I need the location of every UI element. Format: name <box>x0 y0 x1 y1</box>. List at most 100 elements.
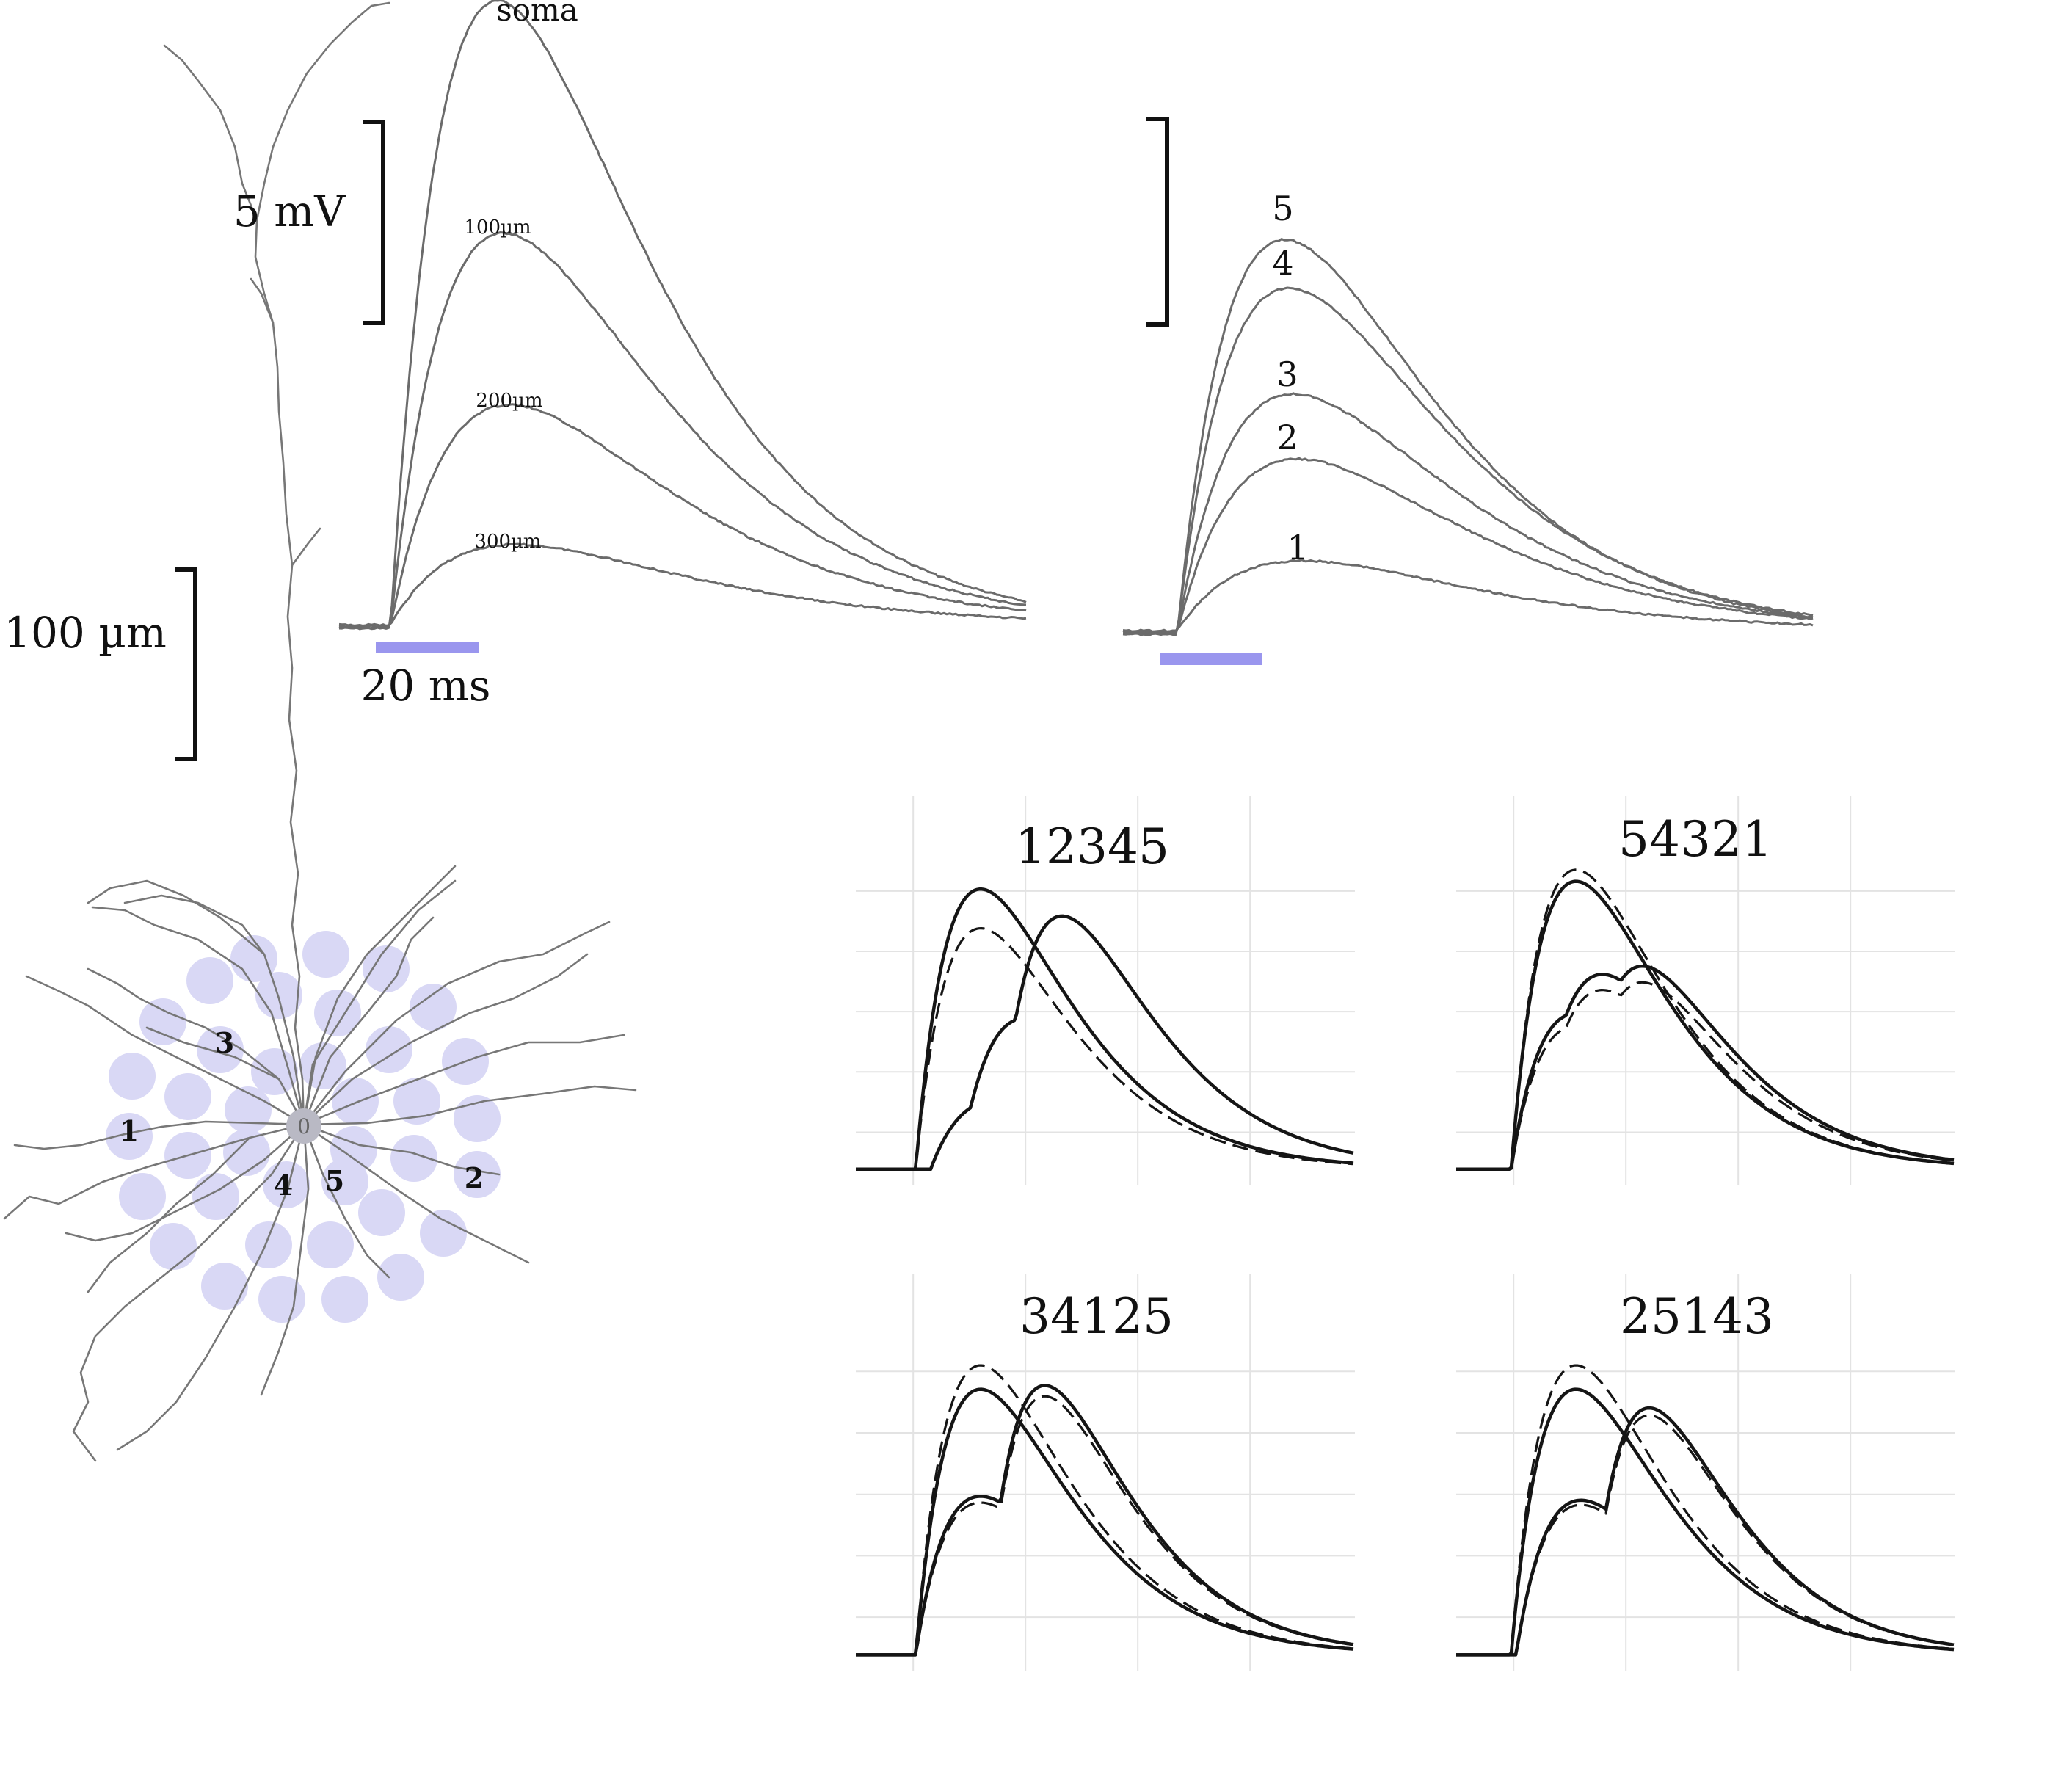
basal-dendrite <box>302 865 457 1126</box>
stimulation-site <box>377 1254 424 1301</box>
basal-dendrite <box>65 1123 305 1242</box>
stimulation-site <box>358 1189 405 1236</box>
basal-dendrite <box>87 967 305 1126</box>
stimulation-site <box>106 1113 153 1160</box>
stimulation-site <box>186 957 233 1004</box>
response-curve-model <box>1456 868 1955 1171</box>
basal-dendrite <box>302 1085 637 1126</box>
sequence-title: 34125 <box>1019 1288 1174 1345</box>
panel-site-responses: 5 4 3 2 1 <box>1122 189 1814 636</box>
response-curve-synchronous <box>856 1387 1354 1657</box>
panel-attenuation-by-distance: soma 100µm 200µm 300µm <box>338 0 1027 631</box>
stimulation-site <box>332 1078 379 1125</box>
stimulation-site <box>258 1276 305 1323</box>
stimulation-site <box>263 1161 310 1208</box>
response-curve-sequence <box>1456 964 1955 1172</box>
trace-label-site-4: 4 <box>1272 243 1293 283</box>
trace-site-1 <box>1122 559 1814 633</box>
response-curve-model <box>856 927 1354 1171</box>
trace-label-soma: soma <box>496 0 578 28</box>
stimulation-site <box>245 1221 292 1268</box>
stimulation-site <box>139 998 186 1045</box>
trace-label-200um: 200µm <box>476 390 542 412</box>
stimulation-sites <box>106 931 501 1323</box>
trace-site-3 <box>1122 392 1814 635</box>
response-curve-model <box>1456 1364 1955 1656</box>
time-scale-bar: 20 ms <box>360 642 491 711</box>
trace-soma <box>338 0 1027 631</box>
trace-200um <box>338 403 1027 628</box>
voltage-scale-bar-b <box>1146 117 1169 327</box>
response-curve-model <box>856 1364 1354 1656</box>
basal-dendrite <box>116 1123 305 1451</box>
basal-dendrite <box>302 921 611 1126</box>
sequence-panel-54321: 54321 <box>1456 796 1955 1185</box>
basal-dendrite <box>145 1026 280 1081</box>
stimulation-site <box>410 984 457 1031</box>
trace-label-site-3: 3 <box>1276 355 1298 394</box>
stimulation-site <box>393 1078 440 1125</box>
time-scale-label: 20 ms <box>360 661 490 711</box>
panel-b-labels: 5 4 3 2 1 <box>1272 189 1308 567</box>
stimulation-site <box>302 931 349 978</box>
site-label-1: 1 <box>120 1114 139 1147</box>
sequence-title: 12345 <box>1015 818 1169 875</box>
trace-100um <box>338 231 1027 630</box>
trace-site-2 <box>1122 457 1814 633</box>
length-scale-label: 100 µm <box>4 608 167 658</box>
trace-label-site-1: 1 <box>1287 528 1308 567</box>
stimulation-site <box>251 1048 298 1095</box>
stimulation-site <box>223 1129 270 1176</box>
stimulation-site <box>314 990 361 1036</box>
basal-dendrite <box>302 1034 625 1126</box>
basal-dendrite <box>87 879 266 956</box>
basal-dendrite <box>72 1123 305 1462</box>
stimulation-site <box>197 1026 244 1073</box>
apical-dendrite <box>254 1 390 1126</box>
site-label-4: 4 <box>274 1169 293 1202</box>
response-curve-synchronous <box>1456 1387 1955 1657</box>
trace-site-4 <box>1122 286 1814 636</box>
site-label-2: 2 <box>465 1161 484 1194</box>
length-scale-bar: 100 µm <box>4 567 197 761</box>
response-curve-synchronous <box>856 887 1354 1172</box>
response-curve-sequence-model <box>1456 1414 1955 1656</box>
sequence-title: 25143 <box>1620 1288 1774 1345</box>
basal-dendrite <box>302 1123 501 1176</box>
sequence-panel-34125: 34125 <box>856 1274 1355 1671</box>
basal-dendrite <box>302 1123 530 1264</box>
sequence-panels: 12345 54321 34125 25143 <box>856 796 1955 1671</box>
stimulation-site <box>454 1151 501 1198</box>
apical-tuft-branch <box>291 527 321 567</box>
stimulation-site <box>119 1173 166 1220</box>
neuron-morphology: 0 1 2 3 4 5 <box>3 1 637 1462</box>
site-label-3: 3 <box>215 1026 234 1059</box>
trace-label-100um: 100µm <box>464 217 531 239</box>
stimulation-site <box>307 1221 354 1268</box>
stimulation-site <box>366 1026 412 1073</box>
trace-label-300um: 300µm <box>474 531 541 553</box>
stimulation-site <box>164 1073 211 1120</box>
stimulus-bar-b <box>1160 653 1262 665</box>
soma <box>286 1108 321 1144</box>
response-curve-sequence-model <box>856 1395 1354 1656</box>
sequence-title: 54321 <box>1618 811 1773 868</box>
trace-label-site-2: 2 <box>1276 418 1298 457</box>
voltage-scale-label: 5 mV <box>233 186 346 236</box>
voltage-scale-bar-a: 5 mV <box>233 120 385 325</box>
stimulation-site <box>390 1135 437 1182</box>
sequence-panel-25143: 25143 <box>1456 1274 1955 1671</box>
basal-dendrite <box>260 1123 310 1396</box>
site-label-5: 5 <box>325 1164 344 1197</box>
basal-dendrite <box>302 916 435 1126</box>
basal-dendrite <box>87 1136 251 1293</box>
response-curve-synchronous <box>1456 879 1955 1172</box>
stimulation-site <box>454 1095 501 1142</box>
basal-dendrite <box>123 894 305 1126</box>
response-curve-sequence-model <box>1456 981 1955 1171</box>
trace-300um <box>338 542 1027 628</box>
soma-label: 0 <box>297 1114 310 1139</box>
stimulation-site <box>109 1053 156 1100</box>
apical-tuft-branch <box>163 44 258 222</box>
trace-site-5 <box>1122 238 1814 636</box>
